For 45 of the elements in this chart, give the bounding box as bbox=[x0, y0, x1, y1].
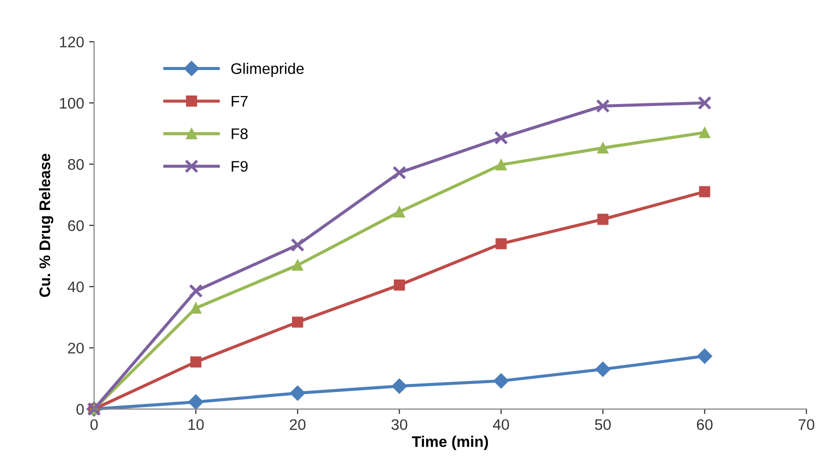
legend-label: F7 bbox=[232, 96, 248, 106]
legend-label: F8 bbox=[232, 128, 248, 140]
x-tick-label: 70 bbox=[798, 419, 814, 430]
point bbox=[290, 386, 306, 401]
x-tick-label: 40 bbox=[492, 419, 510, 430]
point bbox=[496, 238, 507, 250]
point bbox=[596, 99, 610, 113]
point bbox=[597, 142, 608, 154]
y-tick-label: 20 bbox=[68, 342, 84, 354]
point bbox=[188, 284, 203, 298]
legend-label: F9 bbox=[232, 160, 248, 172]
x-tick-label: 0 bbox=[90, 419, 98, 430]
x-tick-label: 60 bbox=[696, 419, 713, 430]
y-tick-label: 0 bbox=[76, 404, 84, 415]
point bbox=[394, 280, 405, 291]
point bbox=[698, 96, 712, 110]
x-tick-label: 10 bbox=[188, 419, 204, 430]
point bbox=[595, 362, 610, 377]
x-tick-label: 30 bbox=[391, 419, 408, 430]
x-tick-label: 50 bbox=[594, 419, 611, 430]
point bbox=[699, 127, 710, 138]
point bbox=[190, 356, 202, 368]
y-tick-label: 120 bbox=[60, 36, 84, 48]
point bbox=[699, 186, 710, 198]
point bbox=[496, 159, 507, 170]
point bbox=[494, 373, 509, 388]
y-tick-label: 100 bbox=[60, 98, 84, 109]
point bbox=[597, 214, 608, 225]
y-axis-title: Cu. % Drug Release bbox=[39, 154, 54, 297]
point bbox=[292, 260, 304, 271]
point bbox=[697, 348, 712, 364]
point bbox=[292, 316, 304, 328]
y-tick-label: 60 bbox=[68, 220, 84, 232]
point bbox=[392, 166, 406, 180]
y-tick-label: 80 bbox=[68, 159, 84, 170]
x-tick-label: 20 bbox=[290, 419, 306, 430]
point bbox=[394, 206, 405, 218]
point bbox=[290, 238, 305, 252]
point bbox=[494, 130, 508, 145]
y-tick-label: 40 bbox=[68, 281, 84, 292]
legend-label: Glimepride bbox=[231, 62, 304, 78]
point bbox=[190, 302, 202, 314]
x-axis-title: Time (min) bbox=[412, 436, 488, 450]
point bbox=[392, 378, 407, 394]
point bbox=[188, 394, 204, 410]
